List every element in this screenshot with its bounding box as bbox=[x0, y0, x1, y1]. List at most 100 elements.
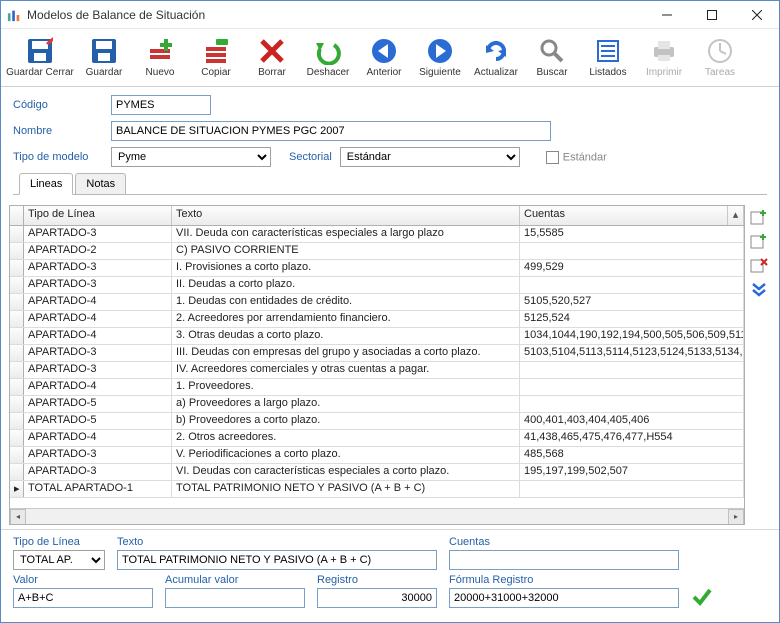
guardar-button[interactable]: Guardar bbox=[77, 31, 131, 85]
cell-tipo: APARTADO-3 bbox=[24, 447, 172, 463]
row-selector[interactable] bbox=[10, 413, 24, 429]
table-row[interactable]: APARTADO-42. Acreedores por arrendamient… bbox=[10, 311, 744, 328]
table-row[interactable]: APARTADO-5b) Proveedores a corto plazo.4… bbox=[10, 413, 744, 430]
window-title: Modelos de Balance de Situación bbox=[27, 8, 644, 22]
table-row[interactable]: ▸TOTAL APARTADO-1TOTAL PATRIMONIO NETO Y… bbox=[10, 481, 744, 498]
table-row[interactable]: APARTADO-2C) PASIVO CORRIENTE bbox=[10, 243, 744, 260]
sectorial-select[interactable]: Estándar bbox=[340, 147, 520, 167]
cell-cuentas bbox=[520, 481, 744, 497]
cell-cuentas bbox=[520, 362, 744, 378]
copiar-button[interactable]: Copiar bbox=[189, 31, 243, 85]
copy-icon bbox=[202, 37, 230, 65]
insert-row-button[interactable] bbox=[749, 231, 769, 251]
actualizar-button[interactable]: Actualizar bbox=[469, 31, 523, 85]
row-selector[interactable] bbox=[10, 396, 24, 412]
delete-row-button[interactable] bbox=[749, 255, 769, 275]
row-selector[interactable]: ▸ bbox=[10, 481, 24, 497]
tipo-select[interactable]: Pyme bbox=[111, 147, 271, 167]
col-cuentas[interactable]: Cuentas bbox=[520, 206, 728, 225]
row-selector[interactable] bbox=[10, 379, 24, 395]
table-row[interactable]: APARTADO-41. Deudas con entidades de cré… bbox=[10, 294, 744, 311]
scroll-up-icon[interactable]: ▴ bbox=[728, 206, 744, 225]
expand-button[interactable] bbox=[749, 279, 769, 299]
row-selector[interactable] bbox=[10, 362, 24, 378]
det-tipo-label: Tipo de Línea bbox=[13, 536, 105, 548]
tab-notas[interactable]: Notas bbox=[75, 173, 126, 194]
col-tipo[interactable]: Tipo de Línea bbox=[24, 206, 172, 225]
cell-texto: I. Provisiones a corto plazo. bbox=[172, 260, 520, 276]
row-selector[interactable] bbox=[10, 430, 24, 446]
table-row[interactable]: APARTADO-3VI. Deudas con características… bbox=[10, 464, 744, 481]
cell-tipo: TOTAL APARTADO-1 bbox=[24, 481, 172, 497]
cell-cuentas bbox=[520, 396, 744, 412]
table-row[interactable]: APARTADO-3V. Periodificaciones a corto p… bbox=[10, 447, 744, 464]
nuevo-button[interactable]: Nuevo bbox=[133, 31, 187, 85]
cell-cuentas: 5105,520,527 bbox=[520, 294, 744, 310]
list-icon bbox=[594, 37, 622, 65]
row-selector-header bbox=[10, 206, 24, 225]
table-row[interactable]: APARTADO-42. Otros acreedores.41,438,465… bbox=[10, 430, 744, 447]
table-row[interactable]: APARTADO-3VII. Deuda con características… bbox=[10, 226, 744, 243]
codigo-input[interactable] bbox=[111, 95, 211, 115]
row-selector[interactable] bbox=[10, 277, 24, 293]
deshacer-button[interactable]: Deshacer bbox=[301, 31, 355, 85]
table-row[interactable]: APARTADO-41. Proveedores. bbox=[10, 379, 744, 396]
add-row-button[interactable] bbox=[749, 207, 769, 227]
row-selector[interactable] bbox=[10, 243, 24, 259]
det-texto-input[interactable] bbox=[117, 550, 437, 570]
table-row[interactable]: APARTADO-3II. Deudas a corto plazo. bbox=[10, 277, 744, 294]
scroll-right-icon[interactable]: ▸ bbox=[728, 509, 744, 525]
check-icon bbox=[691, 586, 713, 608]
det-formula-input[interactable] bbox=[449, 588, 679, 608]
close-button[interactable] bbox=[734, 1, 779, 29]
scroll-left-icon[interactable]: ◂ bbox=[10, 509, 26, 525]
row-selector[interactable] bbox=[10, 447, 24, 463]
borrar-button[interactable]: Borrar bbox=[245, 31, 299, 85]
col-texto[interactable]: Texto bbox=[172, 206, 520, 225]
cell-tipo: APARTADO-3 bbox=[24, 277, 172, 293]
cell-cuentas bbox=[520, 277, 744, 293]
det-tipo-select[interactable]: TOTAL AP. bbox=[13, 550, 105, 570]
cell-cuentas: 400,401,403,404,405,406 bbox=[520, 413, 744, 429]
guardar-cerrar-button[interactable]: Guardar Cerrar bbox=[5, 31, 75, 85]
h-scrollbar[interactable]: ◂ ▸ bbox=[10, 508, 744, 524]
tabs: Lineas Notas bbox=[13, 173, 767, 195]
table-row[interactable]: APARTADO-3I. Provisiones a corto plazo.4… bbox=[10, 260, 744, 277]
cell-cuentas: 195,197,199,502,507 bbox=[520, 464, 744, 480]
row-selector[interactable] bbox=[10, 311, 24, 327]
row-selector[interactable] bbox=[10, 260, 24, 276]
buscar-button[interactable]: Buscar bbox=[525, 31, 579, 85]
tareas-button[interactable]: Tareas bbox=[693, 31, 747, 85]
codigo-label: Código bbox=[13, 99, 103, 111]
nombre-input[interactable] bbox=[111, 121, 551, 141]
det-valor-input[interactable] bbox=[13, 588, 153, 608]
det-cuentas-input[interactable] bbox=[449, 550, 679, 570]
det-valor-label: Valor bbox=[13, 574, 153, 586]
estandar-checkbox[interactable] bbox=[546, 151, 559, 164]
row-selector[interactable] bbox=[10, 345, 24, 361]
row-selector[interactable] bbox=[10, 328, 24, 344]
anterior-button[interactable]: Anterior bbox=[357, 31, 411, 85]
table-row[interactable]: APARTADO-3IV. Acreedores comerciales y o… bbox=[10, 362, 744, 379]
maximize-button[interactable] bbox=[689, 1, 734, 29]
siguiente-button[interactable]: Siguiente bbox=[413, 31, 467, 85]
det-acum-input[interactable] bbox=[165, 588, 305, 608]
minimize-button[interactable] bbox=[644, 1, 689, 29]
cell-texto: 3. Otras deudas a corto plazo. bbox=[172, 328, 520, 344]
row-selector[interactable] bbox=[10, 226, 24, 242]
listados-button[interactable]: Listados bbox=[581, 31, 635, 85]
row-selector[interactable] bbox=[10, 464, 24, 480]
det-registro-input[interactable] bbox=[317, 588, 437, 608]
table-row[interactable]: APARTADO-3III. Deudas con empresas del g… bbox=[10, 345, 744, 362]
row-selector[interactable] bbox=[10, 294, 24, 310]
cell-tipo: APARTADO-3 bbox=[24, 362, 172, 378]
cell-cuentas: 1034,1044,190,192,194,500,505,506,509,51… bbox=[520, 328, 744, 344]
grid-header: Tipo de Línea Texto Cuentas ▴ bbox=[10, 206, 744, 226]
det-cuentas-label: Cuentas bbox=[449, 536, 679, 548]
cell-texto: III. Deudas con empresas del grupo y aso… bbox=[172, 345, 520, 361]
imprimir-button[interactable]: Imprimir bbox=[637, 31, 691, 85]
cell-texto: 1. Proveedores. bbox=[172, 379, 520, 395]
tab-lineas[interactable]: Lineas bbox=[19, 173, 73, 195]
table-row[interactable]: APARTADO-5a) Proveedores a largo plazo. bbox=[10, 396, 744, 413]
table-row[interactable]: APARTADO-43. Otras deudas a corto plazo.… bbox=[10, 328, 744, 345]
